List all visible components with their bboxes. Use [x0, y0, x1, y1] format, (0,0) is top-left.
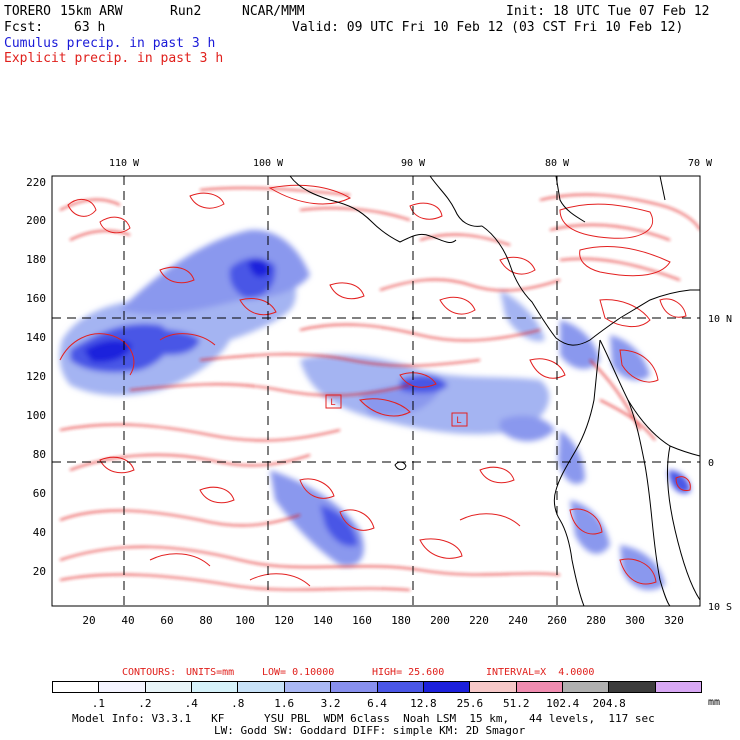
- y-tick-label: 80: [33, 448, 46, 461]
- colorbar-swatch: [330, 682, 377, 692]
- colorbar-tick-label: 204.8: [592, 697, 626, 710]
- colorbar-swatch: [561, 682, 609, 692]
- colorbar-swatch: [422, 682, 470, 692]
- colorbar-swatch: [376, 682, 423, 692]
- x-tick-label: 100: [235, 614, 255, 627]
- x-tick-label: 20: [82, 614, 95, 627]
- init-time: Init: 18 UTC Tue 07 Feb 12: [506, 4, 710, 19]
- forecast-hour: 63 h: [74, 20, 106, 35]
- contour-units: UNITS=mm: [186, 667, 235, 678]
- physics-info: LW: Godd SW: Goddard DIFF: simple KM: 2D…: [214, 724, 526, 737]
- lon-label: 90 W: [401, 158, 426, 169]
- explicit-precip-contours: [59, 184, 700, 591]
- forecast-label: Fcst:: [4, 20, 44, 35]
- low-marker-box: [451, 412, 468, 427]
- lat-label: 10 S: [708, 602, 732, 613]
- x-tick-label: 160: [352, 614, 372, 627]
- y-tick-label: 100: [26, 409, 46, 422]
- colorbar-tick-label: .8: [231, 697, 245, 710]
- colorbar-swatch: [191, 682, 238, 692]
- contour-label: CONTOURS:: [122, 667, 177, 678]
- map-frame: [51, 175, 701, 607]
- lon-label: 100 W: [253, 158, 284, 169]
- x-tick-label: 120: [274, 614, 294, 627]
- x-tick-label: 200: [430, 614, 450, 627]
- contour-low: LOW= 0.10000: [262, 667, 335, 678]
- lon-label: 110 W: [109, 158, 140, 169]
- y-tick-label: 20: [33, 565, 46, 578]
- cumulus-precip-title: Cumulus precip. in past 3 h: [4, 36, 216, 51]
- lon-label: 70 W: [688, 158, 713, 169]
- colorbar-tick-label: 51.2: [503, 697, 530, 710]
- right-axis: 10 N 0 10 S: [708, 314, 732, 613]
- x-tick-label: 280: [586, 614, 606, 627]
- colorbar-unit: mm: [708, 697, 721, 708]
- cumulus-precip-shading: [59, 229, 691, 590]
- y-tick-label: 200: [26, 214, 46, 227]
- contour-interval: INTERVAL=X 4.0000: [486, 667, 595, 678]
- model-info: Model Info: V3.3.1 KF YSU PBL WDM 6class…: [72, 712, 655, 725]
- lon-label: 80 W: [545, 158, 570, 169]
- colorbar-tick-label: 25.6: [456, 697, 484, 710]
- model-run: Run2: [170, 4, 202, 19]
- valid-time: Valid: 09 UTC Fri 10 Feb 12 (03 CST Fri …: [292, 20, 684, 35]
- x-tick-label: 60: [160, 614, 173, 627]
- colorbar-swatch: [144, 682, 192, 692]
- colorbar-tick-label: 1.6: [274, 697, 295, 710]
- bottom-axis: 20 40 60 80 100 120 140 160 180 200 220 …: [82, 614, 684, 627]
- contour-high: HIGH= 25.600: [372, 667, 445, 678]
- colorbar-tick-label: .1: [91, 697, 106, 710]
- x-tick-label: 40: [121, 614, 134, 627]
- coastlines: [289, 176, 700, 606]
- y-tick-label: 40: [33, 526, 46, 539]
- y-tick-label: 160: [26, 292, 46, 305]
- y-tick-label: 180: [26, 253, 46, 266]
- x-tick-label: 260: [547, 614, 567, 627]
- colorbar-swatch: [98, 682, 145, 692]
- x-tick-label: 220: [469, 614, 489, 627]
- lat-lon-grid: [52, 176, 700, 606]
- y-tick-label: 220: [26, 176, 46, 189]
- low-marker-label: L: [456, 416, 461, 426]
- colorbar-tick-label: 6.4: [367, 697, 387, 710]
- x-tick-label: 300: [625, 614, 645, 627]
- low-marker-label: L: [330, 398, 335, 408]
- colorbar-tick-label: .4: [184, 697, 198, 710]
- explicit-precip-title: Explicit precip. in past 3 h: [4, 51, 224, 66]
- colorbar-swatch: [283, 682, 331, 692]
- colorbar-tick-label: .2: [138, 697, 152, 710]
- x-tick-label: 180: [391, 614, 411, 627]
- lat-label: 10 N: [708, 314, 732, 325]
- lat-label: 0: [708, 458, 714, 469]
- colorbar-swatch: [469, 682, 516, 692]
- model-name: TORERO: [4, 4, 51, 19]
- colorbar-swatch: [608, 682, 655, 692]
- model-org: NCAR/MMM: [242, 4, 305, 19]
- colorbar-tick-label: 102.4: [546, 697, 580, 710]
- low-marker-box: [325, 394, 342, 409]
- model-resolution: 15km ARW: [60, 4, 123, 19]
- x-tick-label: 240: [508, 614, 528, 627]
- x-tick-label: 320: [664, 614, 684, 627]
- colorbar-tick-label: 3.2: [320, 697, 341, 710]
- y-tick-label: 140: [26, 331, 46, 344]
- colorbar-swatch: [237, 682, 284, 692]
- left-axis: 220 200 180 160 140 120 100 80 60 40 20: [26, 176, 46, 578]
- colorbar: [52, 681, 702, 693]
- colorbar-swatch: [53, 682, 99, 692]
- top-axis: 110 W 100 W 90 W 80 W 70 W: [109, 158, 713, 169]
- colorbar-tick-label: 12.8: [410, 697, 437, 710]
- y-tick-label: 120: [26, 370, 46, 383]
- x-tick-label: 140: [313, 614, 333, 627]
- x-tick-label: 80: [199, 614, 212, 627]
- colorbar-swatch: [654, 682, 702, 692]
- y-tick-label: 60: [33, 487, 46, 500]
- colorbar-swatch: [515, 682, 562, 692]
